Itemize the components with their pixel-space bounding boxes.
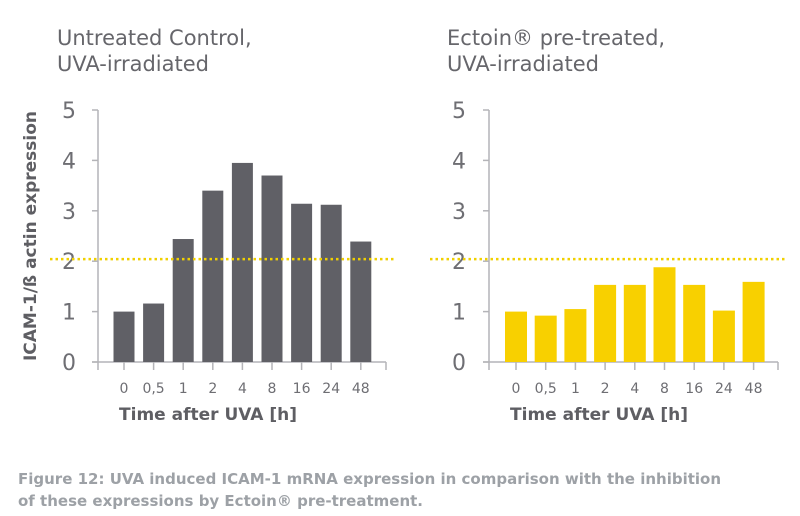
y-tick-label: 2	[62, 250, 76, 275]
x-tick-label: 0,5	[535, 381, 557, 397]
x-axis-label: Time after UVA [h]	[119, 405, 297, 425]
x-tick-label: 24	[715, 381, 733, 397]
y-tick-label: 0	[452, 351, 466, 376]
chart-ectoin-pretreated: Ectoin® pre-treated, UVA-irradiated Time…	[447, 26, 779, 425]
bar-16	[683, 284, 706, 362]
y-tick-label: 2	[452, 250, 466, 275]
bar-0	[505, 311, 527, 362]
x-tick-label: 48	[352, 381, 370, 397]
y-tick-label: 4	[452, 149, 466, 174]
x-tick-label: 2	[208, 381, 217, 397]
x-tick-label: 0,5	[142, 381, 164, 397]
y-tick-label: 1	[62, 301, 76, 326]
y-tick-label: 4	[62, 149, 76, 174]
y-tick-label: 3	[452, 200, 466, 225]
bar-24	[712, 310, 735, 362]
chart-untreated-control: Untreated Control, UVA-irradiated Time a…	[57, 26, 387, 425]
x-tick-label: 0	[120, 381, 129, 397]
figure-caption-line-1: Figure 12: UVA induced ICAM-1 mRNA expre…	[18, 470, 721, 488]
x-tick-label: 2	[601, 381, 610, 397]
bar-0-5	[534, 315, 557, 362]
x-tick-label: 0	[512, 381, 521, 397]
x-tick-label: 4	[238, 381, 247, 397]
bar-4	[231, 162, 253, 362]
bar-0-5	[143, 303, 165, 362]
bar-48	[350, 241, 372, 362]
bar-1	[172, 239, 194, 362]
y-tick-label: 3	[62, 200, 76, 225]
y-axis-label: ICAM-1/ß actin expression	[21, 111, 41, 361]
bar-4	[623, 284, 646, 362]
x-tick-label: 8	[268, 381, 277, 397]
x-tick-label: 8	[660, 381, 669, 397]
chart-title-line-2: UVA-irradiated	[57, 52, 209, 76]
bar-16	[291, 203, 313, 362]
y-tick-label: 1	[452, 301, 466, 326]
bar-24	[320, 204, 342, 362]
bar-1	[564, 309, 587, 362]
chart-title-line-1: Untreated Control,	[57, 26, 252, 50]
x-tick-label: 16	[685, 381, 703, 397]
chart-title-line-2: UVA-irradiated	[447, 52, 599, 76]
x-tick-label: 48	[745, 381, 763, 397]
figure-caption-line-2: of these expressions by Ectoin® pre-trea…	[18, 492, 423, 510]
x-tick-label: 1	[571, 381, 580, 397]
bar-8	[261, 175, 283, 362]
x-tick-label: 16	[293, 381, 311, 397]
y-tick-label: 5	[452, 99, 466, 124]
bar-48	[742, 281, 765, 362]
bar-0	[113, 311, 135, 362]
y-tick-label: 0	[62, 351, 76, 376]
y-tick-label: 5	[62, 99, 76, 124]
chart-title-line-1: Ectoin® pre-treated,	[447, 26, 665, 50]
bar-2	[594, 284, 617, 362]
x-tick-label: 4	[630, 381, 639, 397]
bar-8	[653, 267, 676, 362]
x-axis-label: Time after UVA [h]	[510, 405, 688, 425]
x-tick-label: 24	[322, 381, 340, 397]
x-tick-label: 1	[179, 381, 188, 397]
bar-2	[202, 190, 224, 362]
